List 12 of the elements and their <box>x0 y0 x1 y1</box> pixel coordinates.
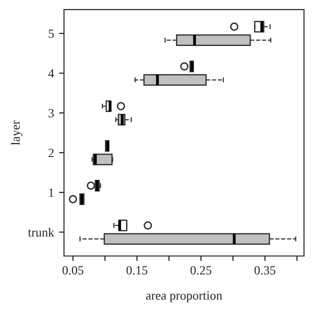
y-tick-label: 2 <box>48 148 54 158</box>
y-tick-label: 3 <box>48 108 54 118</box>
y-tick-label: 4 <box>48 69 54 78</box>
y-tick-label: 5 <box>48 30 54 38</box>
y-tick-label: trunk <box>28 228 54 237</box>
y-axis-title: layer <box>10 120 22 146</box>
y-tick-label: 1 <box>49 188 54 197</box>
x-tick-label: 0.25 <box>190 266 212 275</box>
x-axis-title: area proportion <box>146 291 222 302</box>
x-tick-label: 0.05 <box>62 266 84 275</box>
x-tick-label: 0.15 <box>126 266 148 275</box>
x-tick-label: 0.35 <box>254 266 276 275</box>
